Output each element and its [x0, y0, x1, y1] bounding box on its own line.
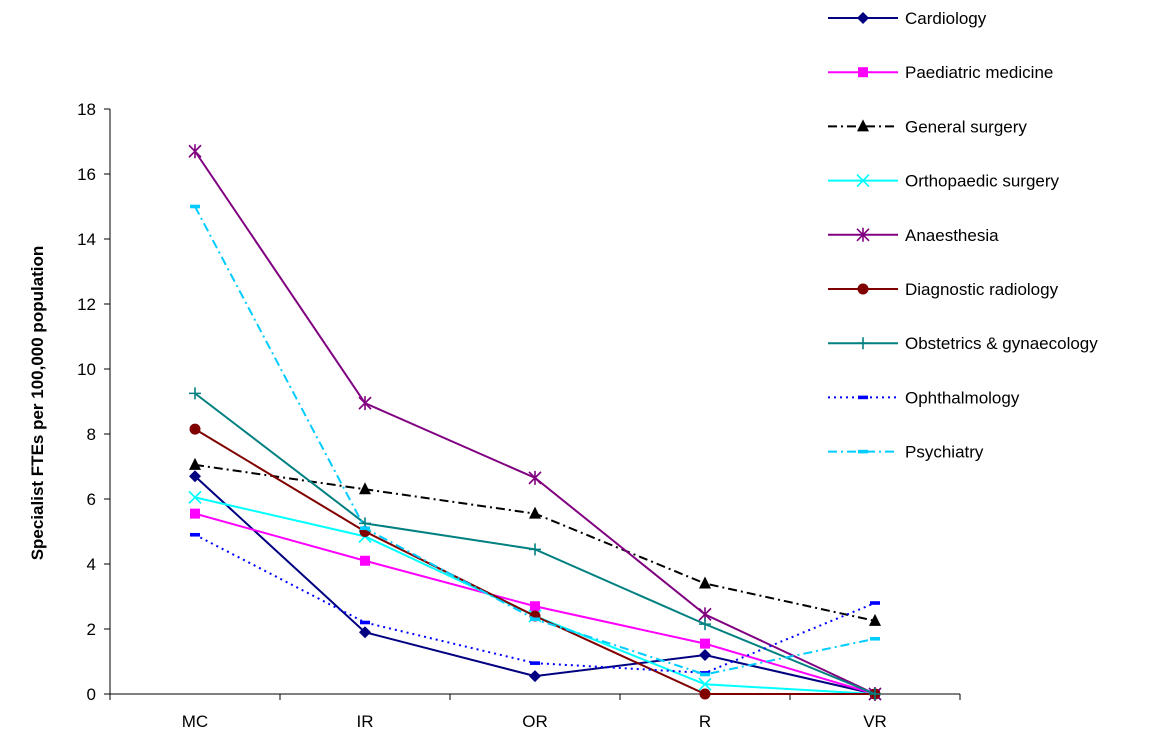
- x-tick-label: OR: [522, 712, 548, 731]
- x-tick-label: MC: [182, 712, 208, 731]
- legend-marker-paediatric-medicine: [858, 67, 868, 78]
- legend-item-general-surgery: General surgery: [828, 117, 1027, 136]
- axes: 0 2 4 6 8 10 12 14 16 18 MC IR OR R VR: [77, 100, 961, 731]
- y-axis-label: Specialist FTEs per 100,000 population: [28, 246, 47, 561]
- data-point-paediatric-medicine: [190, 508, 200, 519]
- data-point-diagnostic-radiology: [189, 423, 201, 435]
- data-point-cardiology: [189, 470, 201, 483]
- data-point-orthopaedic-surgery: [698, 677, 712, 691]
- legend-label: Paediatric medicine: [905, 63, 1053, 82]
- legend-label: General surgery: [905, 117, 1027, 136]
- y-tick-label: 10: [77, 360, 96, 379]
- legend-item-obstetrics-gynaecology: Obstetrics & gynaecology: [828, 334, 1098, 353]
- data-point-anaesthesia: [528, 470, 542, 485]
- data-point-psychiatry: [530, 617, 540, 622]
- data-point-general-surgery: [529, 506, 541, 519]
- data-point-obstetrics-gynaecology: [529, 543, 541, 556]
- legend-marker-orthopaedic-surgery: [856, 174, 870, 188]
- data-point-psychiatry: [870, 636, 880, 641]
- data-point-diagnostic-radiology: [699, 688, 711, 700]
- series-orthopaedic-surgery: [188, 490, 882, 701]
- y-tick-label: 8: [87, 425, 96, 444]
- series-diagnostic-radiology: [189, 423, 881, 700]
- x-tick-label: R: [699, 712, 711, 731]
- y-tick-label: 14: [77, 230, 96, 249]
- legend-item-cardiology: Cardiology: [828, 9, 987, 28]
- data-point-general-surgery: [869, 613, 881, 626]
- legend-item-anaesthesia: Anaesthesia: [828, 226, 999, 245]
- data-point-anaesthesia: [188, 144, 202, 159]
- series-obstetrics-gynaecology: [189, 387, 881, 700]
- legend-marker-diagnostic-radiology: [857, 283, 869, 295]
- data-point-obstetrics-gynaecology: [869, 688, 881, 700]
- y-tick-label: 12: [77, 295, 96, 314]
- legend-marker-general-surgery: [857, 119, 869, 132]
- legend-label: Cardiology: [905, 9, 987, 28]
- y-tick-label: 0: [87, 685, 96, 704]
- y-tick-label: 6: [87, 490, 96, 509]
- data-point-anaesthesia: [358, 396, 372, 411]
- data-point-general-surgery: [699, 576, 711, 589]
- series-psychiatry: [190, 204, 880, 677]
- legend-item-paediatric-medicine: Paediatric medicine: [828, 63, 1053, 82]
- legend-marker-psychiatry: [858, 449, 868, 454]
- data-point-cardiology: [359, 626, 371, 639]
- data-point-psychiatry: [360, 526, 370, 531]
- data-point-general-surgery: [359, 482, 371, 495]
- legend-label: Obstetrics & gynaecology: [905, 334, 1098, 353]
- data-point-psychiatry: [700, 672, 710, 677]
- data-point-obstetrics-gynaecology: [189, 387, 201, 400]
- data-point-paediatric-medicine: [530, 601, 540, 612]
- data-point-cardiology: [699, 649, 711, 661]
- legend-marker-ophthalmology: [858, 395, 868, 400]
- y-tick-label: 16: [77, 165, 96, 184]
- legend-marker-cardiology: [857, 12, 869, 24]
- y-tick-label: 18: [77, 100, 96, 119]
- y-tick-label: 2: [87, 620, 96, 639]
- legend-item-diagnostic-radiology: Diagnostic radiology: [828, 280, 1059, 299]
- data-point-obstetrics-gynaecology: [699, 618, 711, 631]
- data-point-ophthalmology: [870, 601, 880, 605]
- legend-marker-obstetrics-gynaecology: [857, 337, 869, 350]
- y-tick-label: 4: [87, 555, 96, 574]
- data-point-paediatric-medicine: [360, 555, 370, 566]
- legend-item-ophthalmology: Ophthalmology: [828, 388, 1020, 407]
- data-point-ophthalmology: [530, 661, 540, 665]
- x-tick-label: VR: [863, 712, 887, 731]
- legend-item-psychiatry: Psychiatry: [828, 443, 984, 462]
- data-point-cardiology: [529, 670, 541, 683]
- series-line-diagnostic-radiology: [194, 428, 875, 695]
- legend-marker-anaesthesia: [856, 227, 870, 242]
- series-layer: [188, 144, 882, 701]
- data-point-general-surgery: [189, 457, 201, 470]
- x-tick-label: IR: [357, 712, 374, 731]
- legend-label: Anaesthesia: [905, 226, 999, 245]
- legend-item-orthopaedic-surgery: Orthopaedic surgery: [828, 172, 1060, 191]
- legend-label: Diagnostic radiology: [905, 280, 1059, 299]
- data-point-ophthalmology: [360, 620, 370, 625]
- data-point-orthopaedic-surgery: [188, 490, 202, 504]
- data-point-psychiatry: [190, 204, 200, 209]
- legend: Cardiology Paediatric medicine General sur…: [828, 9, 1098, 462]
- legend-label: Ophthalmology: [905, 388, 1020, 407]
- legend-label: Orthopaedic surgery: [905, 172, 1060, 191]
- data-point-paediatric-medicine: [700, 638, 710, 649]
- legend-label: Psychiatry: [905, 443, 984, 462]
- data-point-ophthalmology: [190, 532, 200, 537]
